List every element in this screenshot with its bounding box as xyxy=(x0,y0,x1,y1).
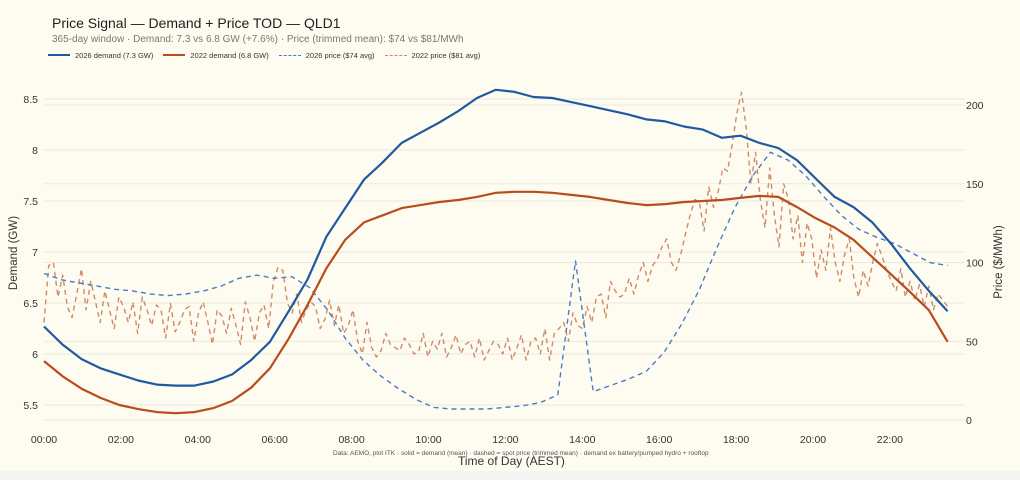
series-layer xyxy=(43,88,949,415)
series-line-2022-demand xyxy=(43,190,949,415)
y-right-tick-label: 150 xyxy=(966,179,984,191)
y-axis-left-title: Demand (GW) xyxy=(8,216,20,290)
x-tick-label: 04:00 xyxy=(185,434,211,446)
series-line-2026-price xyxy=(43,151,948,410)
y-axis-right-title: Price ($/MWh) xyxy=(993,225,1005,299)
x-tick-label: 06:00 xyxy=(262,434,288,446)
y-tick-label: 7.5 xyxy=(23,196,38,208)
footnote: Data: AEMO, plot ITK · solid = demand (m… xyxy=(333,450,709,457)
legend-item-2022-demand[interactable]: 2022 demand (6.8 GW) xyxy=(163,50,269,60)
gridlines xyxy=(44,98,965,421)
y-tick-label: 6.5 xyxy=(23,298,38,310)
legend-item-2026-price[interactable]: 2026 price ($74 avg) xyxy=(278,50,375,60)
x-tick-label: 20:00 xyxy=(800,434,826,446)
series-line-2026-demand xyxy=(43,88,949,387)
y-tick-label: 6 xyxy=(32,349,38,361)
x-tick-label: 14:00 xyxy=(569,434,595,446)
y-axis-right-ticks: 0 50 100 150 200 xyxy=(966,100,984,427)
x-tick-label: 08:00 xyxy=(338,434,364,446)
y-tick-label: 7 xyxy=(32,247,38,259)
x-tick-label: 22:00 xyxy=(877,434,903,446)
legend-swatch xyxy=(163,54,186,56)
y-right-tick-label: 50 xyxy=(966,336,978,348)
y-right-tick-label: 100 xyxy=(966,258,984,270)
y-tick-label: 5.5 xyxy=(23,400,38,412)
legend-label: 2022 demand (6.8 GW) xyxy=(190,50,269,60)
legend-item-2022-price[interactable]: 2022 price ($81 avg) xyxy=(384,50,481,60)
y-axis-left-ticks: 5.5 6 6.5 7 7.5 8 8.5 xyxy=(23,94,38,412)
x-tick-label: 18:00 xyxy=(723,434,749,446)
x-axis-title: Time of Day (AEST) xyxy=(458,454,565,468)
legend-label: 2026 demand (7.3 GW) xyxy=(75,50,154,60)
y-right-tick-label: 200 xyxy=(966,100,984,112)
legend-swatch xyxy=(278,54,301,56)
legend-swatch xyxy=(384,54,407,56)
chart-subtitle: 365-day window · Demand: 7.3 vs 6.8 GW (… xyxy=(52,34,464,45)
x-tick-label: 02:00 xyxy=(108,434,134,446)
legend-label: 2026 price ($74 avg) xyxy=(305,50,375,60)
legend-swatch xyxy=(48,54,70,56)
chart-title: Price Signal — Demand + Price TOD — QLD1 xyxy=(52,15,341,31)
y-tick-label: 8.5 xyxy=(23,94,38,106)
legend-item-2026-demand[interactable]: 2026 demand (7.3 GW) xyxy=(48,51,153,60)
y-tick-label: 8 xyxy=(32,145,38,157)
x-axis-ticks: 00:00 02:00 04:00 06:00 08:00 10:00 12:00 14:00… xyxy=(31,434,903,446)
x-tick-label: 10:00 xyxy=(415,434,441,446)
legend-label: 2022 price ($81 avg) xyxy=(411,50,481,60)
legend: 2026 demand (7.3 GW) 2022 demand (6.8 GW… xyxy=(48,48,490,62)
x-tick-label: 16:00 xyxy=(646,434,672,446)
series-line-2022-price xyxy=(43,91,949,361)
x-tick-label: 12:00 xyxy=(492,434,518,446)
x-tick-label: 00:00 xyxy=(31,434,57,446)
y-right-tick-label: 0 xyxy=(966,415,972,427)
